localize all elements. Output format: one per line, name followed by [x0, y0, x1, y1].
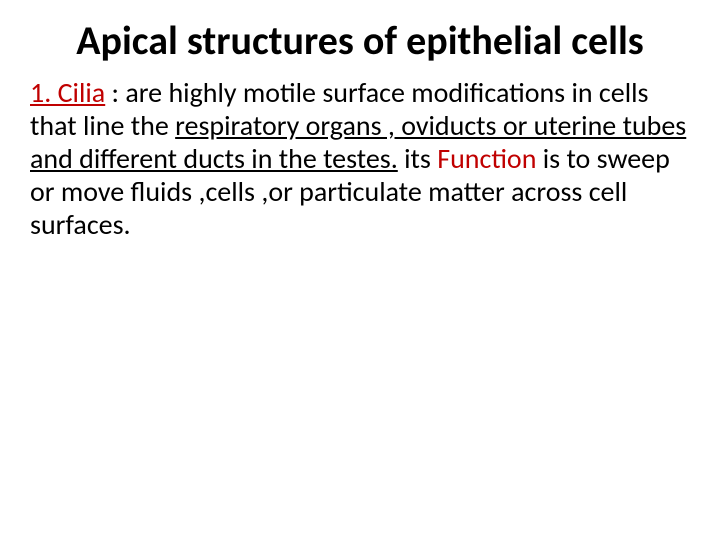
slide-title: Apical structures of epithelial cells	[30, 18, 690, 64]
body-paragraph: 1. Cilia : are highly motile surface mod…	[30, 76, 690, 241]
function-label: Function	[437, 141, 536, 176]
item-label: 1. Cilia	[30, 75, 105, 110]
item-pre-function-text: its	[398, 141, 437, 176]
slide: Apical structures of epithelial cells 1.…	[0, 0, 720, 540]
